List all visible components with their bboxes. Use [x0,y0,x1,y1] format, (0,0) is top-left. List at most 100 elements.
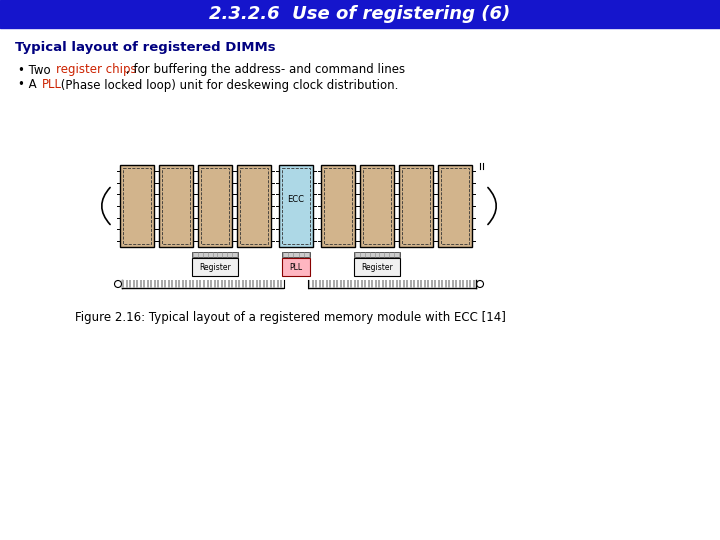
Bar [136,280,138,288]
Bar [455,280,457,288]
Bar [235,280,237,288]
Bar [249,280,251,288]
Bar [363,168,391,244]
Bar [162,168,190,244]
Bar [321,165,355,247]
Bar [413,280,415,288]
Bar [441,168,469,244]
Bar [423,280,426,288]
Bar [444,280,446,288]
Text: Figure 2.16: Typical layout of a registered memory module with ECC [14]: Figure 2.16: Typical layout of a registe… [75,312,506,325]
Bar [207,280,209,288]
Bar [153,280,156,288]
Bar [132,280,135,288]
Bar [175,280,177,288]
Bar [161,280,163,288]
Text: (Phase locked loop) unit for deskewing clock distribution.: (Phase locked loop) unit for deskewing c… [57,78,398,91]
Bar [0,0,720,28]
Bar [238,280,240,288]
Text: ECC: ECC [287,195,305,204]
Bar [168,280,170,288]
Bar [140,280,142,288]
Bar [182,280,184,288]
Bar [259,280,261,288]
Bar [343,280,345,288]
Bar [157,280,159,288]
Bar [333,280,335,288]
Bar [129,280,131,288]
Bar [147,280,148,288]
Bar [125,280,127,288]
Bar [374,280,377,288]
Bar [392,280,394,288]
Bar [466,280,467,288]
Bar [263,280,265,288]
Bar [277,280,279,288]
Bar [410,280,412,288]
Bar [427,280,429,288]
Bar [389,280,390,288]
Bar [364,280,366,288]
Bar [315,280,317,288]
Bar [279,165,313,247]
Text: Register: Register [199,262,231,272]
Bar [336,280,338,288]
Bar [282,258,310,276]
Bar [240,168,268,244]
Bar [350,280,352,288]
Bar [459,280,461,288]
Bar [224,280,226,288]
Text: • A: • A [18,78,40,91]
Bar [324,168,352,244]
Text: Register: Register [361,262,393,272]
Bar [159,165,193,247]
Bar [312,280,313,288]
Bar [237,165,271,247]
Bar [270,280,272,288]
Bar [448,280,450,288]
Bar [371,280,373,288]
Bar [378,280,380,288]
Bar [192,258,238,276]
Bar [192,252,238,257]
Text: 2.3.2.6  Use of registering (6): 2.3.2.6 Use of registering (6) [210,5,510,23]
Bar [322,280,324,288]
Text: Typical layout of registered DIMMs: Typical layout of registered DIMMs [15,42,276,55]
Bar [214,280,215,288]
Bar [406,280,408,288]
Bar [329,280,331,288]
Bar [357,280,359,288]
Bar [441,280,443,288]
Bar [402,168,430,244]
Bar [451,280,454,288]
Bar [325,280,328,288]
Bar [354,258,400,276]
Text: , for buffering the address- and command lines: , for buffering the address- and command… [126,64,405,77]
Bar [123,168,151,244]
Bar [346,280,348,288]
Bar [431,280,433,288]
Bar [252,280,254,288]
Bar [354,252,400,257]
Bar [192,280,194,288]
Bar [185,280,187,288]
Bar [399,165,433,247]
Bar [120,165,154,247]
Bar [367,280,369,288]
Bar [143,280,145,288]
Bar [469,280,471,288]
Bar [462,280,464,288]
Bar [361,280,362,288]
Bar [266,280,269,288]
Bar [220,280,222,288]
Bar [382,280,384,288]
Bar [164,280,166,288]
Bar [416,280,418,288]
Bar [203,280,205,288]
Bar [242,280,244,288]
Bar [274,280,276,288]
Bar [438,165,472,247]
Bar [438,280,439,288]
Bar [198,165,232,247]
Bar [122,280,124,288]
